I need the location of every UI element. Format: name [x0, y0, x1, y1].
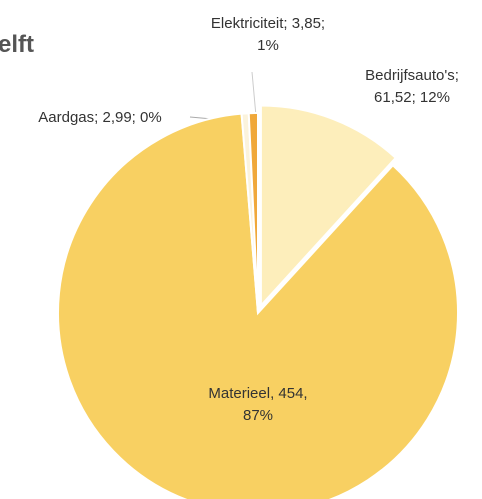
slice-label: Bedrijfsauto's; 61,52; 12% [365, 67, 459, 106]
slice-label-line: 61,52; 12% [374, 89, 450, 106]
slice-label-line: Materieel, 454, [208, 385, 307, 402]
slice-label-line: 87% [243, 407, 273, 424]
pie-slice [259, 104, 398, 309]
leader-line [251, 71, 257, 117]
slice-label-line: Aardgas; 2,99; 0% [38, 109, 161, 126]
slice-label-line: Elektriciteit; 3,85; [211, 15, 325, 32]
slice-label: Elektriciteit; 3,85; 1% [211, 15, 325, 54]
slice-label-line: Bedrijfsauto's; [365, 67, 459, 84]
slice-label: Materieel, 454, 87% [208, 385, 307, 424]
pie-slice [247, 111, 259, 314]
pie-slice [57, 112, 459, 499]
chart-title: elft [0, 31, 34, 58]
slice-label-line: 1% [257, 37, 279, 54]
slice-label: Aardgas; 2,99; 0% [38, 109, 161, 126]
